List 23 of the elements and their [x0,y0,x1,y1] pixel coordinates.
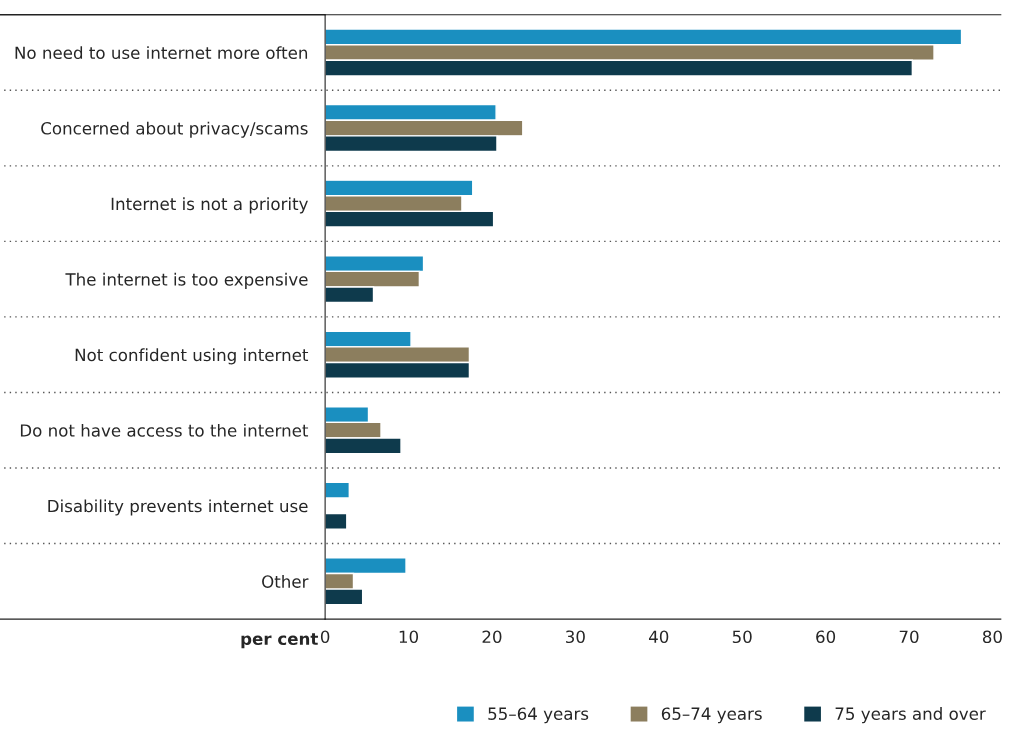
x-tick-label: 60 [816,630,836,644]
x-tick-label: 0 [320,630,330,644]
x-tick-label: 80 [982,630,1002,644]
legend-label: 65–74 years [661,707,762,724]
y-tick-label: No need to use internet more often [15,46,308,60]
legend-label: 55–64 years [488,707,589,724]
x-tick-label: 10 [399,630,419,644]
bar [325,512,348,530]
bar [325,481,351,499]
y-tick-label: The internet is too expensive [65,272,308,289]
x-tick-label: 20 [482,630,502,644]
legend-label: 75 years and over [835,707,986,724]
y-tick-label: Disability prevents internet use [48,499,308,516]
x-tick-label: 40 [648,630,669,644]
y-tick-label: Do not have access to the internet [20,423,309,437]
x-tick-label: 30 [566,630,585,644]
y-tick-label: Other [262,574,309,588]
x-tick-label: 70 [899,630,919,644]
x-axis-title: per cent [241,633,318,649]
y-tick-label: Concerned about privacy/scams [41,121,308,138]
y-tick-label: Internet is not a priority [111,197,308,214]
y-tick-label: Not confident using internet [75,348,309,365]
x-tick-label: 50 [732,630,752,644]
